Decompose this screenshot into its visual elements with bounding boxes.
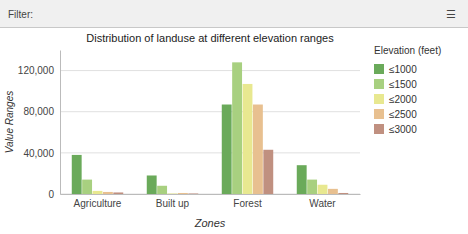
legend-label: ≤3000 bbox=[389, 124, 417, 135]
bar bbox=[232, 62, 242, 194]
bars bbox=[72, 62, 348, 194]
toolbar bbox=[0, 0, 468, 28]
legend: Elevation (feet) ≤1000 ≤1500 ≤2000 ≤2500 ≤300… bbox=[374, 45, 441, 135]
legend-label: ≤1000 bbox=[389, 64, 417, 75]
bar bbox=[253, 105, 263, 194]
bar bbox=[103, 192, 113, 194]
toolbar-border bbox=[0, 27, 468, 28]
legend-label: ≤1500 bbox=[389, 79, 417, 90]
y-tick: 80,000 bbox=[23, 106, 60, 117]
x-axis-line bbox=[61, 194, 361, 195]
legend-swatch bbox=[374, 64, 384, 74]
x-tick: Agriculture bbox=[74, 194, 122, 209]
series bbox=[82, 62, 317, 194]
grid-line bbox=[60, 70, 360, 71]
legend-item: ≤1500 bbox=[374, 79, 417, 90]
bar bbox=[178, 193, 188, 194]
x-tick-label: Forest bbox=[233, 198, 262, 209]
bar bbox=[168, 193, 178, 194]
y-axis: 0 40,000 80,000 120,000 bbox=[18, 51, 61, 200]
bar bbox=[263, 150, 273, 194]
x-tick-label: Built up bbox=[156, 198, 190, 209]
x-axis-title: Zones bbox=[194, 217, 226, 229]
legend-item: ≤2500 bbox=[374, 109, 417, 120]
legend-swatch bbox=[374, 124, 384, 134]
legend-title: Elevation (feet) bbox=[374, 45, 441, 56]
bar bbox=[157, 186, 167, 194]
plot: 0 40,000 80,000 120,000 Agriculture Built up F… bbox=[18, 51, 361, 210]
series bbox=[72, 105, 307, 194]
toolbar-menu: ☰ bbox=[446, 8, 456, 20]
toolbar-label: Filter: bbox=[8, 9, 33, 20]
bar bbox=[328, 189, 338, 194]
bar bbox=[93, 191, 103, 194]
legend-swatch bbox=[374, 79, 384, 89]
title: Distribution of landuse at different ele… bbox=[86, 32, 334, 44]
grid bbox=[60, 71, 360, 194]
legend-label: ≤2500 bbox=[389, 109, 417, 120]
series bbox=[93, 84, 328, 194]
x-tick-label: Water bbox=[309, 198, 336, 209]
bar bbox=[82, 180, 92, 194]
grid-line bbox=[60, 111, 360, 112]
bar bbox=[222, 105, 232, 194]
y-tick-label: 40,000 bbox=[23, 148, 54, 159]
grid-line bbox=[60, 152, 360, 153]
series bbox=[103, 105, 338, 194]
bar bbox=[243, 84, 253, 194]
y-tick: 120,000 bbox=[18, 65, 60, 76]
legend-label: ≤2000 bbox=[389, 94, 417, 105]
x-tick-label: Agriculture bbox=[74, 198, 122, 209]
bar bbox=[307, 180, 317, 194]
y-axis-line bbox=[60, 51, 61, 195]
y-tick: 40,000 bbox=[23, 148, 60, 159]
x-axis: Agriculture Built up Forest Water bbox=[61, 194, 361, 209]
legend-swatch bbox=[374, 109, 384, 119]
legend-item: ≤1000 bbox=[374, 64, 417, 75]
chart: Filter: ☰ 0 40,000 80,000 120,000 Agriculture B… bbox=[0, 0, 468, 234]
legend-item: ≤3000 bbox=[374, 124, 417, 135]
bar bbox=[297, 165, 307, 194]
y-tick-label: 0 bbox=[48, 189, 54, 200]
x-tick: Forest bbox=[233, 194, 262, 209]
bar bbox=[318, 185, 328, 194]
y-axis-title: Value Ranges bbox=[4, 91, 15, 153]
y-tick-label: 80,000 bbox=[23, 106, 54, 117]
bar bbox=[72, 155, 82, 194]
legend-item: ≤2000 bbox=[374, 94, 417, 105]
bar bbox=[147, 175, 157, 194]
bar bbox=[113, 192, 123, 194]
bar bbox=[338, 193, 348, 194]
bar bbox=[188, 193, 198, 194]
series bbox=[113, 150, 348, 194]
y-tick: 0 bbox=[48, 189, 60, 200]
x-tick: Built up bbox=[156, 194, 190, 209]
y-tick-label: 120,000 bbox=[18, 65, 55, 76]
x-tick: Water bbox=[309, 194, 336, 209]
legend-swatch bbox=[374, 94, 384, 104]
